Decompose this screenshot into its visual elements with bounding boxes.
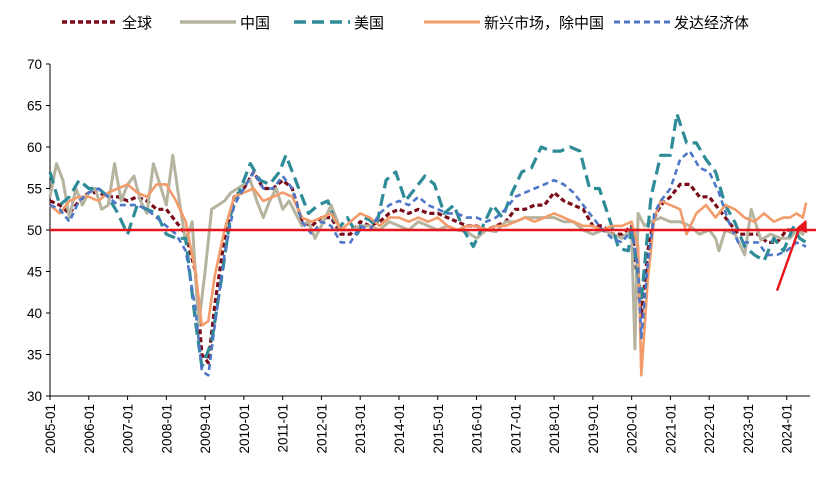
y-axis: 30 35 40 45 50 55 60 65 70 xyxy=(27,57,51,404)
x-tick-label: 2006-01 xyxy=(82,404,97,454)
y-tick-label: 60 xyxy=(27,140,42,155)
legend: 全球 中国 美国 新兴市场，除中国 发达经济体 xyxy=(62,14,749,32)
x-tick-label: 2005-01 xyxy=(43,404,58,454)
x-tick-label: 2022-01 xyxy=(702,404,717,454)
x-tick-label: 2012-01 xyxy=(314,404,329,454)
series-lines xyxy=(48,112,808,377)
y-tick-label: 30 xyxy=(27,389,42,404)
x-tick-label: 2008-01 xyxy=(159,404,174,454)
x-tick-label: 2023-01 xyxy=(741,404,756,454)
y-tick-label: 45 xyxy=(27,265,42,280)
x-tick-label: 2013-01 xyxy=(353,404,368,454)
x-tick-label: 2009-01 xyxy=(198,404,213,454)
trend-arrow xyxy=(775,219,808,292)
arrow-shaft xyxy=(775,225,802,292)
legend-label-3: 新兴市场，除中国 xyxy=(484,14,604,32)
x-tick-label: 2014-01 xyxy=(392,404,407,454)
x-tick-label: 2021-01 xyxy=(663,404,678,454)
legend-label-4: 发达经济体 xyxy=(674,14,749,32)
x-tick-label: 2020-01 xyxy=(625,404,640,454)
x-tick-label: 2017-01 xyxy=(508,404,523,454)
legend-label-0: 全球 xyxy=(122,14,152,32)
y-tick-label: 50 xyxy=(27,223,42,238)
y-tick-label: 55 xyxy=(27,182,42,197)
series-line-3 xyxy=(49,183,808,377)
y-tick-label: 35 xyxy=(27,348,42,363)
x-axis: 2005-01 2006-01 2007-01 2008-01 2009-01 2010-… xyxy=(43,395,810,454)
arrow-head xyxy=(796,219,808,234)
x-tick-label: 2024-01 xyxy=(780,404,795,454)
series-line-4 xyxy=(49,149,807,377)
series-line-1 xyxy=(48,153,808,351)
x-tick-label: 2015-01 xyxy=(431,404,446,454)
y-tick-label: 70 xyxy=(27,57,42,72)
x-tick-label: 2018-01 xyxy=(547,404,562,454)
series-line-2 xyxy=(48,112,807,369)
y-tick-label: 40 xyxy=(27,306,42,321)
series-line-0 xyxy=(49,170,807,365)
legend-label-1: 中国 xyxy=(240,14,270,32)
legend-label-2: 美国 xyxy=(354,14,384,32)
x-tick-label: 2016-01 xyxy=(470,404,485,454)
x-tick-label: 2010-01 xyxy=(237,404,252,454)
x-tick-label: 2019-01 xyxy=(586,404,601,454)
y-tick-label: 65 xyxy=(27,99,42,114)
x-tick-label: 2007-01 xyxy=(121,404,136,454)
x-tick-label: 2011-01 xyxy=(276,404,291,453)
